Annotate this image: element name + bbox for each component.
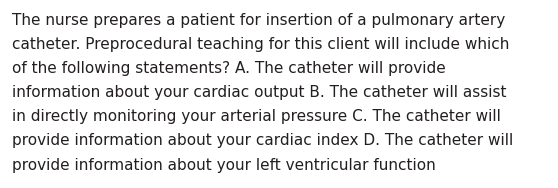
Text: The nurse prepares a patient for insertion of a pulmonary artery: The nurse prepares a patient for inserti…: [12, 13, 506, 28]
Text: provide information about your cardiac index D. The catheter will: provide information about your cardiac i…: [12, 133, 513, 149]
Text: in directly monitoring your arterial pressure C. The catheter will: in directly monitoring your arterial pre…: [12, 109, 501, 124]
Text: provide information about your left ventricular function: provide information about your left vent…: [12, 158, 436, 173]
Text: catheter. Preprocedural teaching for this client will include which: catheter. Preprocedural teaching for thi…: [12, 37, 509, 52]
Text: information about your cardiac output B. The catheter will assist: information about your cardiac output B.…: [12, 85, 507, 100]
Text: of the following statements? A. The catheter will provide: of the following statements? A. The cath…: [12, 61, 446, 76]
